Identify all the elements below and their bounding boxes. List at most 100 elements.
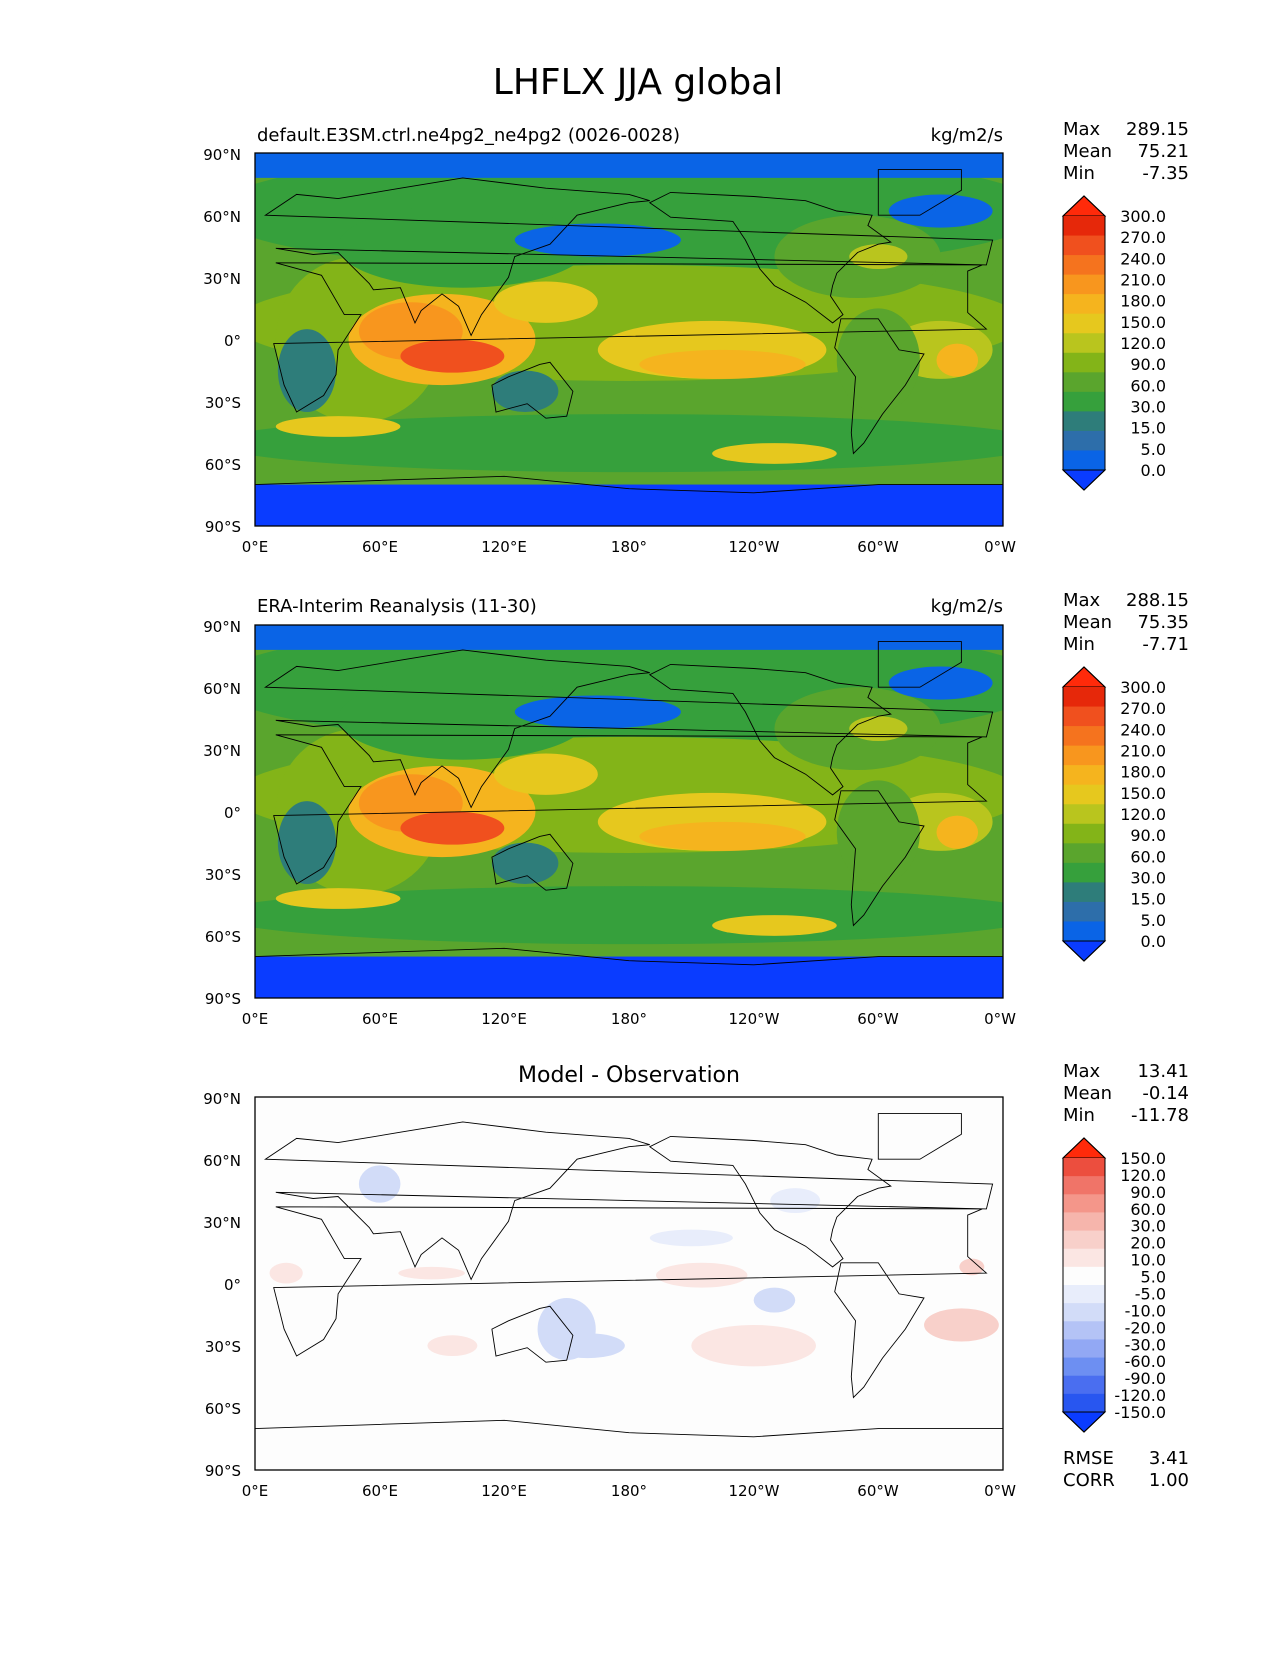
y-tick-label: 60°S (205, 456, 241, 474)
field-contour (275, 888, 401, 909)
colorbar: 300.0 270.0 240.0 210.0 180.0 150.0 120.0 90.0 6… (1061, 666, 1166, 962)
colorbar: 150.0120.090.060.030.020.010.05.0-5.0-10… (1061, 1137, 1166, 1433)
colorbar-swatch (1063, 450, 1105, 471)
coastline (263, 649, 994, 809)
coastline (273, 1206, 988, 1357)
colorbar-swatch (1063, 313, 1105, 334)
coastline (648, 191, 892, 324)
colorbar-swatch (1063, 1230, 1105, 1250)
colorbar-swatch (1063, 901, 1105, 923)
colorbar-swatch (1063, 687, 1105, 708)
field-contour (338, 676, 588, 760)
y-tick-label: 90°S (205, 1462, 241, 1480)
colorbar-tick-label: -20.0 (1125, 1318, 1166, 1337)
y-tick-label: 30°N (203, 270, 241, 288)
colorbar-tick-label: 0.0 (1141, 461, 1166, 480)
x-tick-label: 60°E (362, 538, 398, 556)
stat-max-label: Max (1063, 590, 1101, 611)
x-tick-label: 60°W (857, 1482, 899, 1500)
stat-max-value: 13.41 (1137, 1061, 1189, 1082)
field-contour (639, 349, 806, 379)
field-contour (338, 204, 588, 288)
map-field (255, 153, 1003, 526)
colorbar-swatch (1063, 1357, 1105, 1377)
colorbar-swatch (1063, 235, 1105, 256)
x-tick-label: 120°E (481, 1482, 527, 1500)
colorbar-tick-label: -90.0 (1125, 1369, 1166, 1388)
coastline (877, 641, 962, 688)
colorbar-extend-top (1061, 1137, 1107, 1159)
x-tick-labels: 0°E 60°E 120°E 180° 120°W 60°W 0°W (242, 1482, 1016, 1500)
colorbar-swatch (1063, 1248, 1105, 1268)
field-contour (888, 194, 993, 228)
colorbar-outline (1062, 1137, 1106, 1433)
field-contour (753, 1287, 796, 1313)
colorbar-tick-label: 180.0 (1120, 292, 1166, 311)
coastline (491, 361, 574, 419)
colorbar-tick-label: 270.0 (1120, 699, 1166, 718)
colorbar-tick-label: 0.0 (1141, 932, 1166, 951)
field-contour (514, 695, 681, 729)
coastline (648, 663, 892, 796)
colorbar-tick-label: 90.0 (1130, 1183, 1166, 1202)
colorbar-swatch (1063, 706, 1105, 727)
colorbar-tick-label: 150.0 (1120, 313, 1166, 332)
colorbar-swatch (1063, 823, 1105, 844)
colorbar-tick-label: 30.0 (1130, 398, 1166, 417)
y-tick-label: 0° (224, 804, 241, 822)
y-tick-label: 90°N (203, 1090, 241, 1108)
panel-title: default.E3SM.ctrl.ne4pg2_ne4pg2 (0026-00… (257, 125, 680, 146)
field-contour (836, 308, 920, 413)
coastline (255, 1419, 1003, 1470)
panel-title: ERA-Interim Reanalysis (11-30) (257, 596, 537, 617)
map-frame (254, 624, 1004, 999)
colorbar-tick-label: 270.0 (1120, 228, 1166, 247)
panel-difference: Model - Observation 90°N 60°N 30°N 0° 30… (203, 1061, 1189, 1500)
stat-max-label: Max (1063, 1061, 1101, 1082)
stat-mean-label: Mean (1063, 612, 1112, 633)
colorbar-swatch (1063, 862, 1105, 883)
metrics-block: RMSE 3.41 CORR 1.00 (1063, 1448, 1189, 1491)
stat-max-value: 289.15 (1126, 119, 1189, 140)
field-polar-north (255, 625, 1003, 650)
rmse-label: RMSE (1063, 1448, 1114, 1469)
colorbar-swatch (1063, 1393, 1105, 1413)
x-tick-label: 0°W (984, 1010, 1016, 1028)
stat-min-label: Min (1063, 1105, 1095, 1126)
field-polar-south (255, 484, 1003, 526)
colorbar: 300.0 270.0 240.0 210.0 180.0 150.0 120.0 90.0 6… (1061, 195, 1166, 491)
stat-max-value: 288.15 (1126, 590, 1189, 611)
colorbar-tick-label: 300.0 (1120, 207, 1166, 226)
stat-min-value: -7.71 (1142, 634, 1189, 655)
x-tick-label: 60°W (857, 538, 899, 556)
field-contour (656, 1262, 748, 1288)
colorbar-outline (1062, 195, 1106, 491)
panel-observation: ERA-Interim Reanalysis (11-30) kg/m2/s 9… (203, 590, 1189, 1028)
field-contour (888, 666, 993, 700)
y-tick-label: 30°N (203, 742, 241, 760)
x-tick-label: 60°W (857, 1010, 899, 1028)
field-contour (849, 716, 908, 742)
map-field (255, 625, 1003, 998)
field-contour (836, 780, 920, 885)
x-tick-label: 180° (611, 538, 647, 556)
colorbar-tick-label: -10.0 (1125, 1301, 1166, 1320)
colorbar-swatch (1063, 1158, 1105, 1177)
panel-model: default.E3SM.ctrl.ne4pg2_ne4pg2 (0026-00… (203, 119, 1189, 556)
stat-mean-value: 75.21 (1137, 141, 1189, 162)
field-polar-south (255, 956, 1003, 998)
field-contour (277, 801, 337, 885)
field-contour (936, 343, 979, 377)
x-tick-label: 0°E (242, 1482, 269, 1500)
stat-mean-value: 75.35 (1137, 612, 1189, 633)
colorbar-tick-label: 15.0 (1130, 419, 1166, 438)
field-contour (493, 281, 598, 323)
colorbar-tick-label: -120.0 (1114, 1386, 1166, 1405)
y-tick-labels: 90°N 60°N 30°N 0° 30°S 60°S 90°S (203, 146, 241, 536)
field-contour (924, 1308, 999, 1342)
colorbar-outline (1062, 666, 1106, 962)
field-contour (712, 443, 837, 464)
units-label: kg/m2/s (931, 125, 1003, 146)
colorbar-tick-label: 5.0 (1141, 911, 1166, 930)
